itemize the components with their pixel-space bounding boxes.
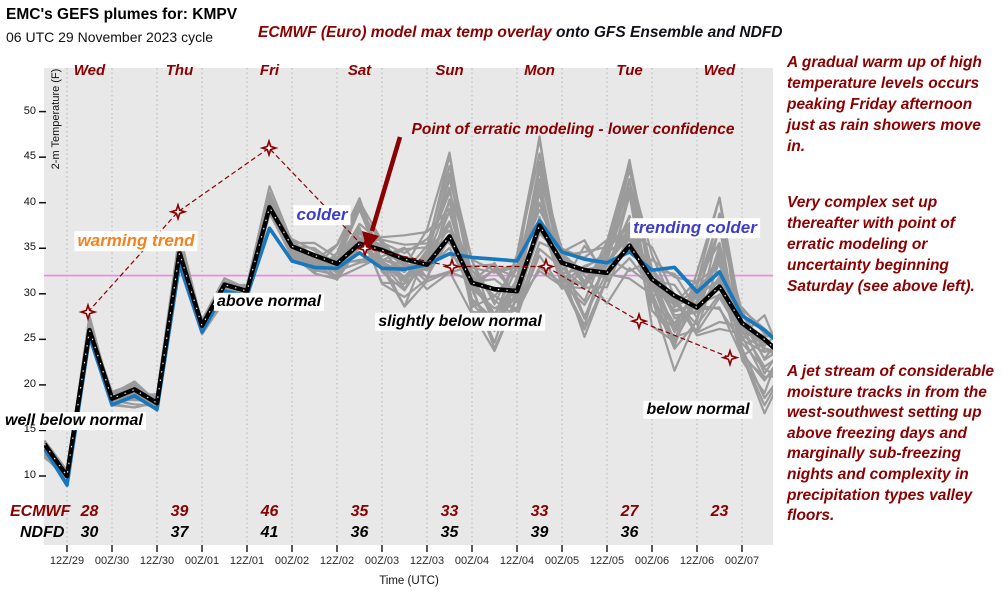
day-label: Mon xyxy=(524,62,555,79)
x-tick-label: 12Z/03 xyxy=(409,555,445,567)
commentary-paragraph-2: Very complex set up thereafter with poin… xyxy=(787,194,975,296)
y-tick-label: 40 xyxy=(23,195,36,208)
ecmwf-value: 23 xyxy=(710,503,729,520)
plume-lines xyxy=(44,135,773,487)
x-tick-label: 12Z/06 xyxy=(679,555,715,567)
ndfd-row-label: NDFD xyxy=(20,524,65,541)
commentary-paragraph-3: A jet stream of considerable moisture tr… xyxy=(787,363,995,525)
annotation-above-normal: above normal xyxy=(213,292,325,312)
ecmwf-star-marker xyxy=(355,238,375,258)
annotation-slightly-below-normal: slightly below normal xyxy=(375,312,545,332)
ecmwf-star-marker xyxy=(168,202,188,222)
ecmwf-star-marker xyxy=(259,138,279,158)
y-tick-label: 35 xyxy=(23,241,36,254)
x-tick-label: 00Z/02 xyxy=(274,555,310,567)
ecmwf-value: 35 xyxy=(350,503,369,520)
overlay-subtitle-gfs: onto GFS Ensemble and NDFD xyxy=(556,24,783,41)
ndfd-value: 41 xyxy=(260,524,279,541)
x-tick-label: 00Z/04 xyxy=(454,555,490,567)
y-tick-label: 30 xyxy=(23,286,36,299)
x-tick-label: 12Z/01 xyxy=(229,555,265,567)
ecmwf-value: 27 xyxy=(620,503,639,520)
y-tick-label: 15 xyxy=(23,423,36,436)
annotation-warming-trend: warming trend xyxy=(74,231,198,251)
day-label: Wed xyxy=(73,62,106,79)
ndfd-value: 39 xyxy=(530,524,549,541)
ensemble-mean-dotted-overlay xyxy=(44,205,773,478)
y-axis-title: 2-m Temperature (F) xyxy=(50,68,62,170)
x-tick-label: 12Z/04 xyxy=(499,555,535,567)
ecmwf-value: 33 xyxy=(440,503,459,520)
x-tick-label: 12Z/02 xyxy=(319,555,355,567)
day-label: Sat xyxy=(347,62,372,79)
annotation-erratic-modeling: Point of erratic modeling - lower confid… xyxy=(411,121,735,139)
ecmwf-star-marker xyxy=(78,302,98,322)
ndfd-value: 37 xyxy=(170,524,189,541)
axis-ticks xyxy=(39,110,743,552)
x-tick-label: 00Z/05 xyxy=(544,555,580,567)
commentary-paragraph-1: A gradual warm up of high temperature le… xyxy=(787,54,982,156)
ecmwf-star-marker xyxy=(536,257,556,276)
x-tick-label: 00Z/06 xyxy=(634,555,670,567)
day-label: Tue xyxy=(616,62,643,79)
ecmwf-value: 33 xyxy=(530,503,549,520)
erratic-arrow-shaft xyxy=(369,136,403,232)
overlay-subtitle: ECMWF (Euro) model max temp overlay onto… xyxy=(258,24,782,42)
x-tick-label: 12Z/30 xyxy=(139,555,175,567)
annotation-trending-colder: trending colder xyxy=(630,218,760,238)
x-tick-label: 00Z/01 xyxy=(184,555,220,567)
ndfd-value: 30 xyxy=(80,524,99,541)
annotation-colder: colder xyxy=(293,205,351,225)
annotation-well-below-normal: well below normal xyxy=(2,412,146,431)
ecmwf-star-marker xyxy=(720,348,740,368)
ecmwf-star-marker xyxy=(629,311,649,331)
day-label: Fri xyxy=(259,62,280,79)
ndfd-value: 35 xyxy=(440,524,459,541)
x-tick-label: 00Z/07 xyxy=(724,555,760,567)
day-label: Wed xyxy=(703,62,736,79)
x-tick-label: 12Z/29 xyxy=(49,555,85,567)
x-tick-label: 00Z/03 xyxy=(364,555,400,567)
ecmwf-overlay xyxy=(78,136,740,368)
x-tick-label: 00Z/30 xyxy=(94,555,130,567)
day-label: Thu xyxy=(165,62,194,79)
ecmwf-row-label: ECMWF xyxy=(10,503,71,520)
day-label: Sun xyxy=(435,62,464,79)
page-title: EMC's GEFS plumes for: KMPV xyxy=(6,6,238,23)
x-axis-title: Time (UTC) xyxy=(379,575,439,587)
ndfd-value: 36 xyxy=(620,524,639,541)
ecmwf-connector-line xyxy=(87,147,731,359)
y-tick-label: 25 xyxy=(23,332,36,345)
cycle-label: 06 UTC 29 November 2023 cycle xyxy=(6,29,213,45)
y-tick-label: 50 xyxy=(23,104,36,117)
y-tick-label: 20 xyxy=(23,377,36,390)
y-tick-label: 45 xyxy=(23,150,36,163)
ecmwf-value: 28 xyxy=(80,503,99,520)
annotation-below-normal: below normal xyxy=(643,400,753,420)
overlay-subtitle-ecmwf: ECMWF (Euro) model max temp overlay xyxy=(258,24,556,41)
y-tick-label: 10 xyxy=(23,469,36,481)
ecmwf-star-marker xyxy=(442,257,462,276)
ecmwf-value: 39 xyxy=(170,503,189,520)
x-tick-label: 12Z/05 xyxy=(589,555,625,567)
ecmwf-value: 46 xyxy=(260,503,279,520)
ndfd-value: 36 xyxy=(350,524,369,541)
